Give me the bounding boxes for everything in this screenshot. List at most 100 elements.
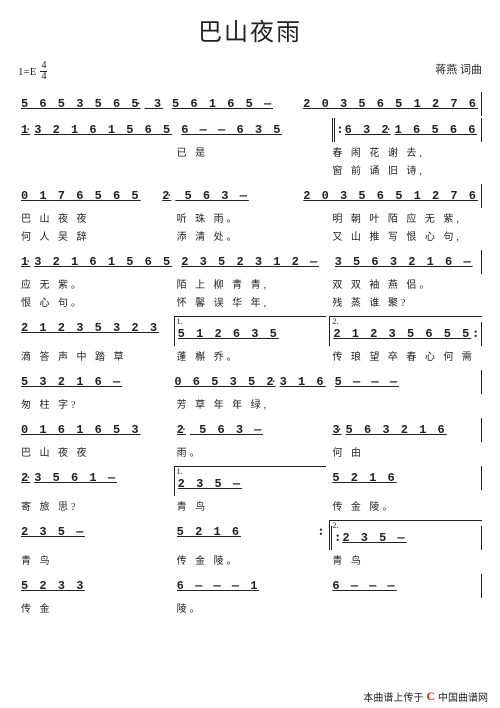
composer: 蒋燕 词曲 [435,61,482,82]
lyric-cell: 传 金 陵。 [174,552,327,567]
music-line: 0 1· 6 1· 6 5 3 2· 5 6 3 — 3·5 6 3 2 1· 6 [18,418,482,442]
measure: 2 3 5 2 3 1 2 — [178,250,328,274]
notes: 2 3 5 — [21,525,85,539]
lyrics-line: 巴 山 夜 夜听 珠 雨。明 朝 叶 陌 应 无 紫, [18,210,482,225]
notes: 2 3 5 2 3 1 2 — [181,255,319,269]
measure: 5 1 2 6 3 5 [174,322,327,346]
key-timesig: 1=E 4 4 [18,61,47,82]
meta-row: 1=E 4 4 蒋燕 词曲 [18,61,482,82]
lyrics-line: 巴 山 夜 夜雨。 何 由 [18,444,482,459]
notes: 1·3 2 1 6 1 5 6 5 [21,255,172,269]
notes: 2 1 2 3 5 6 5 5 [333,327,471,341]
notes: 1·3 2 1 6 1 5 6 5 [21,123,172,137]
measure: 2· 5 6 3 — [174,418,327,442]
lyric-cell: 陌 上 柳 青 青, [174,276,327,291]
measure: 5 — — — [332,370,482,394]
lyric-cell: 何 由 [329,444,482,459]
notes: 2· 5 6 3 — [162,189,249,203]
measure: 2 3 5 — [174,472,327,496]
notes: 5 — — — [335,375,399,389]
lyrics-line: 滴 答 声 中 踏 草蓬 槲 乔。传 琅 望 卒 春 心 何 需 [18,348,482,363]
lyric-cell: 传 琅 望 卒 春 心 何 需 [329,348,482,363]
time-signature: 4 4 [40,61,47,82]
lyric-cell: 雨。 [174,444,327,459]
music-line: 1·3 2 1 6 1 5 6 5 2 3 5 2 3 1 2 — 3 5 6 3 … [18,250,482,274]
notes: 0 6 5 3 5 2·3 1 6 [174,375,325,389]
measure: 0 1· 6 1· 6 5 3 [18,418,171,442]
lyric-cell: 滴 答 声 中 踏 草 [18,348,171,363]
measure: 0 1· 7 6 5 6 5 [18,184,156,208]
notes: 2 3 5 — [178,477,242,491]
measure: 5 6 1· 6 5 — [169,92,297,116]
music-body: 5 6 5 3 5 6 5· 35 6 1· 6 5 — 2 0 3 5 6 5 … [18,92,482,615]
lyric-cell: 巴 山 夜 夜 [18,210,171,225]
lyric-cell: 添 清 处。 [174,228,327,243]
footer-text: 本曲谱上传于 [363,689,423,704]
measure: 0 6 5 3 5 2·3 1 6 [171,370,328,394]
measure: 2 0 3 5 6 5 1 2 7 6 [300,184,482,208]
measure: 2· 5 6 3 — [159,184,297,208]
lyric-cell: 窗 前 诵 旧 诗, [329,162,482,177]
lyric-cell: 恨 心 句。 [18,294,171,309]
lyric-cell: 青 鸟 [174,498,327,513]
lyric-cell: 已 是 [174,144,327,159]
music-line: 5 6 5 3 5 6 5· 35 6 1· 6 5 — 2 0 3 5 6 5 … [18,92,482,116]
music-line: 2·3 5 6 1 —1.2 3 5 —5 2 1 6 [18,466,482,496]
lyric-cell: 又 山 推 写 恨 心 句, [329,228,482,243]
site-name: 中国曲谱网 [438,689,488,704]
logo-icon: C [426,689,435,704]
notes: 6 — — — 1 [177,579,260,593]
lyrics-line: 匆 柱 字?芳 草 年 年 绿, [18,396,482,411]
lyrics-line: 寄 旅 思?青 鸟传 金 陵。 [18,498,482,513]
site-logo: C [426,689,435,704]
notes: 3·5 6 3 2 1· 6 [332,423,446,437]
measure: 2 1 2 3 5 3 2 3 [18,316,171,340]
lyric-cell: 听 珠 雨。 [174,210,327,225]
measure: 3 5 6 3 2 1· 6 — [332,250,482,274]
measure: 5 2 1 6 [329,466,482,490]
lyric-cell: 巴 山 夜 夜 [18,444,171,459]
lyric-cell: 何 人 吴 辞 [18,228,171,243]
lyric-cell: 陵。 [174,600,327,615]
notes: 2 0 3 5 6 5 1 2 7 6 [303,97,478,111]
notes: 6 — — — [332,579,396,593]
lyric-cell: 芳 草 年 年 绿, [174,396,327,411]
notes: 5 2 1 6 [332,471,396,485]
lyrics-line-2: 恨 心 句。怀 馨 误 华 年,残 蒸 谁 聚? [18,294,482,309]
lyric-cell: 明 朝 叶 陌 应 无 紫, [329,210,482,225]
lyric-cell: 匆 柱 字? [18,396,171,411]
measure: 5 6 5 3 5 6 5· 3 [18,92,166,116]
music-line: 2 3 5 —5 2 1 62.2 3 5 — [18,520,482,550]
measure: 2 3 5 — [18,520,171,544]
notes: 3 5 6 3 2 1· 6 — [335,255,473,269]
key: 1=E [18,66,36,78]
measure: 2·3 5 6 1 — [18,466,171,490]
lyric-cell [18,144,171,159]
notes: 2· 5 6 3 — [177,423,264,437]
lyric-cell: 双 双 袖 燕 侣。 [329,276,482,291]
measure: 2 3 5 — [329,526,482,550]
lyric-cell: 寄 旅 思? [18,498,171,513]
measure: 5 3 2 1· 6 — [18,370,168,394]
notes: 5 2 3 3 [21,579,85,593]
notes: 2 0 3 5 6 5 1 2 7 6 [303,189,478,203]
lyric-cell [329,600,482,615]
lyrics-line-2: 何 人 吴 辞添 清 处。又 山 推 写 恨 心 句, [18,228,482,243]
lyric-cell: 传 金 [18,600,171,615]
notes: 5 1 2 6 3 5 [178,327,279,341]
measure: 1·3 2 1 6 1 5 6 5 [18,118,175,142]
notes: 2 1 2 3 5 3 2 3 [21,321,159,335]
measure: 1·3 2 1 6 1 5 6 5 [18,250,175,274]
notes: 0 1· 7 6 5 6 5 [21,189,141,203]
lyric-cell: 春 闹 花 谢 去, [329,144,482,159]
notes: 6 3 2·1· 6 5 6 6 [345,123,478,137]
lyric-cell: 怀 馨 误 华 年, [174,294,327,309]
lyric-cell: 残 蒸 谁 聚? [329,294,482,309]
footer: 本曲谱上传于 C 中国曲谱网 [363,689,488,704]
music-line: 5 2 3 3 6 — — — 1 6 — — — [18,574,482,598]
lyrics-line: 青 鸟传 金 陵。青 鸟 [18,552,482,567]
measure: 5 2 1 6 [174,520,327,544]
music-line: 1·3 2 1 6 1 5 6 5 6 — — 6 3 5 6 3 2·1· 6 5… [18,118,482,142]
lyrics-line: 传 金陵。 [18,600,482,615]
notes: 6 — — 6 3 5 [181,123,282,137]
